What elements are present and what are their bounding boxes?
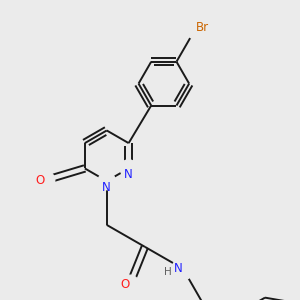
- Circle shape: [98, 172, 116, 190]
- Circle shape: [172, 258, 194, 280]
- Circle shape: [35, 171, 55, 190]
- Text: O: O: [120, 278, 130, 292]
- Circle shape: [120, 275, 139, 295]
- Text: H: H: [164, 267, 172, 277]
- Circle shape: [120, 160, 137, 177]
- Text: Br: Br: [196, 21, 209, 34]
- Text: N: N: [102, 181, 111, 194]
- Text: N: N: [124, 168, 133, 182]
- Text: N: N: [174, 262, 182, 275]
- Circle shape: [185, 16, 208, 39]
- Text: O: O: [36, 174, 45, 187]
